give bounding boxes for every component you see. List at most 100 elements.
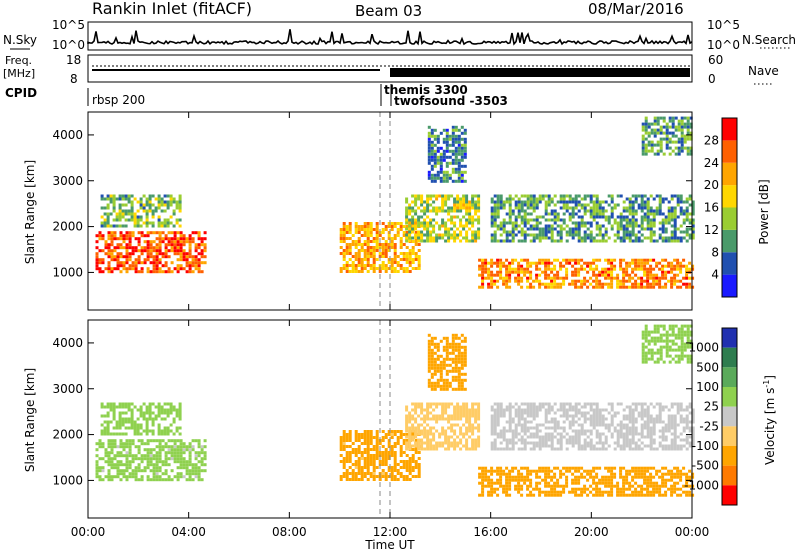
velocity-cell <box>634 405 638 409</box>
velocity-cell <box>571 420 575 424</box>
velocity-cell <box>586 472 590 476</box>
power-cell <box>544 203 548 207</box>
power-cell <box>381 264 385 267</box>
power-cell <box>622 200 626 204</box>
velocity-cell <box>550 447 554 451</box>
power-cell <box>689 152 693 156</box>
power-cell <box>408 236 412 240</box>
power-cell <box>541 215 545 219</box>
power-cell <box>535 218 539 222</box>
velocity-cell <box>462 402 466 406</box>
power-cell <box>363 243 367 246</box>
velocity-cell <box>113 466 117 470</box>
power-cell <box>619 279 623 283</box>
power-cell <box>526 233 530 237</box>
power-cell <box>598 285 602 289</box>
velocity-cell <box>658 411 662 415</box>
velocity-cell <box>360 442 364 445</box>
power-cell <box>462 200 466 204</box>
velocity-cell <box>520 408 524 412</box>
power-cell <box>357 243 361 246</box>
velocity-cell <box>173 454 177 458</box>
power-cell <box>158 270 162 274</box>
power-cell <box>426 209 430 213</box>
power-cell <box>134 270 138 274</box>
velocity-cell <box>133 432 137 436</box>
power-cell <box>121 212 125 216</box>
velocity-cell <box>511 478 515 482</box>
velocity-cell <box>517 447 521 451</box>
power-cell <box>107 231 111 235</box>
power-cell <box>408 209 412 213</box>
velocity-cell <box>523 411 527 415</box>
velocity-cell <box>679 447 683 451</box>
power-cell <box>375 225 379 228</box>
power-cell <box>363 240 367 243</box>
power-cell <box>532 236 536 240</box>
velocity-cell <box>637 493 641 497</box>
velocity-cell <box>679 475 683 479</box>
power-cell <box>118 206 122 210</box>
velocity-cell <box>423 429 427 433</box>
velocity-cell <box>158 457 162 461</box>
velocity-cell <box>357 466 361 469</box>
power-cell <box>574 197 578 201</box>
power-cell <box>118 194 122 198</box>
velocity-cell <box>493 426 497 430</box>
power-cell <box>130 194 134 198</box>
power-cell <box>595 221 599 225</box>
velocity-cell <box>390 454 394 457</box>
power-cell <box>112 218 116 222</box>
velocity-cell <box>535 475 539 479</box>
velocity-cell <box>405 414 409 418</box>
power-cell <box>656 119 660 123</box>
velocity-cell <box>465 444 469 448</box>
power-cell <box>182 240 186 244</box>
power-cell <box>106 215 110 219</box>
velocity-cell <box>468 420 472 424</box>
power-cell <box>496 270 500 274</box>
velocity-cell <box>670 420 674 424</box>
velocity-cell <box>427 339 431 343</box>
power-cell <box>444 221 448 225</box>
velocity-cell <box>670 423 674 427</box>
power-cell <box>631 200 635 204</box>
velocity-cell <box>568 423 572 427</box>
velocity-cell <box>643 475 647 479</box>
power-cell <box>682 282 686 286</box>
power-cell <box>514 206 518 210</box>
power-cell <box>610 200 614 204</box>
power-cell <box>562 264 566 268</box>
power-cell <box>664 227 668 231</box>
power-cell <box>520 215 524 219</box>
velocity-cell <box>571 435 575 439</box>
velocity-cell <box>435 402 439 406</box>
velocity-cell <box>405 454 409 457</box>
power-cell <box>179 249 183 253</box>
power-cell <box>665 125 669 129</box>
velocity-cell <box>685 481 689 485</box>
velocity-cell <box>616 490 620 494</box>
power-cell <box>625 285 629 289</box>
power-cell <box>445 161 449 165</box>
velocity-cell <box>643 444 647 448</box>
velocity-cell <box>583 420 587 424</box>
velocity-cell <box>532 408 536 412</box>
velocity-cell <box>679 417 683 421</box>
velocity-cell <box>127 405 131 409</box>
power-cell <box>670 194 674 198</box>
power-cell <box>673 206 677 210</box>
power-cell <box>634 224 638 228</box>
velocity-cell <box>571 423 575 427</box>
power-cell <box>592 285 596 289</box>
velocity-cell <box>667 469 671 473</box>
power-cell <box>375 258 379 261</box>
power-cell <box>511 230 515 234</box>
velocity-cell <box>137 463 141 467</box>
power-cell <box>493 209 497 213</box>
velocity-cell <box>427 366 431 370</box>
velocity-cell <box>490 481 494 485</box>
power-cell <box>658 276 662 280</box>
velocity-cell <box>577 435 581 439</box>
power-cell <box>619 261 623 265</box>
